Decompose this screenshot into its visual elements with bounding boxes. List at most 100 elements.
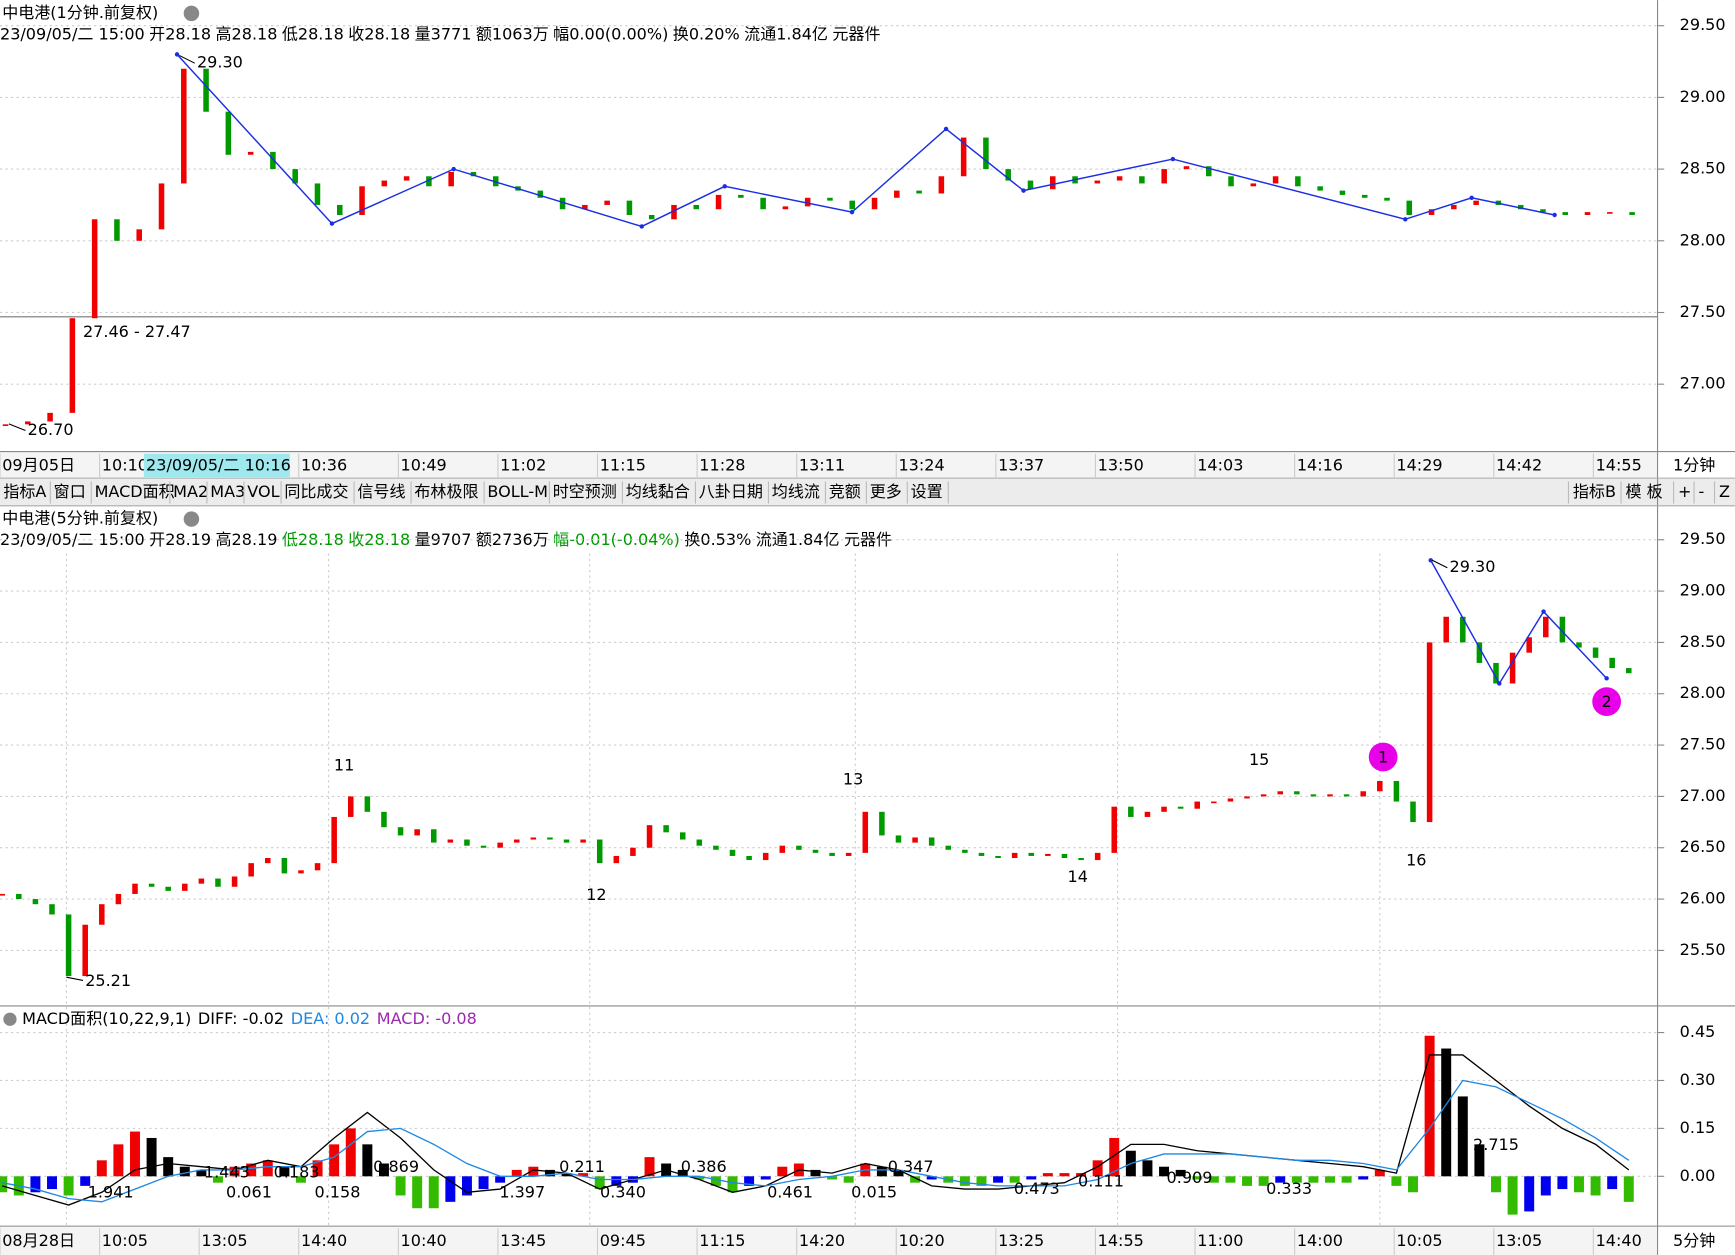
candle xyxy=(630,847,636,856)
toolbar-button[interactable]: 指标A xyxy=(3,482,46,501)
area-label: 1.443 xyxy=(204,1163,250,1182)
dropdown-icon[interactable] xyxy=(3,1012,17,1026)
info-line: 23/09/05/二 15:00 开28.18 高28.18 低28.18 收28.18… xyxy=(0,24,881,43)
candle xyxy=(464,839,470,846)
candle xyxy=(447,839,454,843)
candle xyxy=(198,878,205,884)
x-tick-label: 13:24 xyxy=(898,455,944,474)
toolbar-button[interactable]: - xyxy=(1698,482,1704,501)
toolbar-button[interactable]: 设置 xyxy=(911,482,943,501)
candle xyxy=(1205,166,1212,177)
candle xyxy=(182,883,188,891)
toolbar-button[interactable]: MA2 xyxy=(173,482,208,501)
macd-bar xyxy=(213,1176,223,1183)
candle xyxy=(1027,180,1034,190)
x-tick-label: 13:05 xyxy=(1496,1231,1542,1250)
candle xyxy=(1540,209,1546,213)
toolbar-button[interactable]: BOLL-M xyxy=(487,482,548,501)
y-tick-label: 29.00 xyxy=(1680,87,1726,106)
candle xyxy=(559,197,566,210)
toolbar-button[interactable]: 竞额 xyxy=(829,482,861,501)
y-tick-label: 0.15 xyxy=(1680,1118,1716,1137)
signal-number: 2 xyxy=(1602,692,1612,711)
toolbar-button[interactable]: 均线黏合 xyxy=(626,482,690,501)
toolbar-button[interactable]: 窗口 xyxy=(54,482,86,501)
toolbar-button[interactable]: + xyxy=(1678,482,1691,501)
toolbar-button[interactable]: MA3 xyxy=(210,482,245,501)
candle xyxy=(247,151,254,155)
toolbar-button[interactable]: 更多 xyxy=(870,482,902,501)
toolbar-button[interactable]: 八卦日期 xyxy=(699,482,763,501)
candle xyxy=(580,839,586,843)
candle xyxy=(938,176,945,194)
candle xyxy=(225,111,232,155)
macd-bar xyxy=(378,1163,389,1177)
candle xyxy=(497,842,503,848)
x-tick-label: 14:42 xyxy=(1496,455,1542,474)
macd-bar xyxy=(30,1176,41,1193)
candle xyxy=(181,68,187,184)
candle xyxy=(336,204,343,215)
toolbar-button[interactable]: Z xyxy=(1719,482,1730,501)
candle xyxy=(626,200,633,215)
zigzag-vertex xyxy=(1497,681,1502,686)
dropdown-icon[interactable] xyxy=(183,511,200,527)
x-tick-label: 13:11 xyxy=(799,455,845,474)
candle xyxy=(1526,637,1532,653)
candle xyxy=(1228,176,1234,187)
candle xyxy=(1295,176,1301,187)
macd-bar xyxy=(1258,1176,1269,1186)
candle xyxy=(49,904,55,915)
toolbar-button[interactable]: 同比成交 xyxy=(284,482,348,501)
candle xyxy=(2,424,9,426)
macd-bar xyxy=(0,1176,8,1193)
candle xyxy=(165,886,171,891)
candle xyxy=(804,197,811,207)
toolbar-button[interactable]: 信号线 xyxy=(357,482,405,501)
y-tick-label: 26.50 xyxy=(1680,837,1726,856)
macd-bar xyxy=(428,1176,439,1209)
x-tick-label: 09月05日 xyxy=(2,455,75,474)
toolbar-button[interactable]: 模 板 xyxy=(1625,482,1662,501)
macd-bar xyxy=(910,1176,921,1183)
candle xyxy=(1509,652,1516,684)
zigzag-vertex xyxy=(451,166,456,172)
y-tick-label: 28.50 xyxy=(1680,632,1726,651)
candle xyxy=(1327,794,1333,797)
candle xyxy=(729,849,736,856)
y-tick-label: 27.00 xyxy=(1680,374,1726,393)
toolbar-button[interactable]: VOL xyxy=(247,482,279,501)
candle xyxy=(916,190,922,194)
x-tick-label: 10:05 xyxy=(102,1231,148,1250)
candle xyxy=(1272,176,1279,184)
x-tick-label: 14:40 xyxy=(1596,1231,1642,1250)
toolbar-button[interactable]: 时空预测 xyxy=(553,482,617,501)
toolbar-button[interactable]: 均线流 xyxy=(772,482,820,501)
x-tick-label: 11:28 xyxy=(699,455,745,474)
period-label[interactable]: 5分钟 xyxy=(1673,1231,1715,1250)
candle xyxy=(1277,791,1283,795)
area-label: 0.158 xyxy=(315,1182,361,1201)
candle xyxy=(1384,197,1390,201)
low-label: 26.70 xyxy=(28,420,74,439)
period-label[interactable]: 1分钟 xyxy=(1673,455,1715,474)
high-label: 29.30 xyxy=(197,53,243,72)
x-tick-label: 10:40 xyxy=(401,1231,447,1250)
candle xyxy=(248,863,254,877)
candle xyxy=(1144,811,1151,817)
x-tick-label: 14:00 xyxy=(1297,1231,1343,1250)
area-label: 0.183 xyxy=(274,1163,320,1182)
cursor-time-bg xyxy=(143,453,290,478)
macd-bar xyxy=(843,1176,854,1183)
candle xyxy=(114,219,120,241)
candle xyxy=(270,151,276,170)
toolbar-button[interactable]: 指标B xyxy=(1573,482,1616,501)
candle xyxy=(1094,852,1101,861)
toolbar-button[interactable]: 布林极限 xyxy=(414,482,478,501)
info-item: 开28.18 xyxy=(149,24,211,43)
toolbar-button[interactable]: MACD面积 xyxy=(95,482,175,501)
x-tick-label: 10:36 xyxy=(301,455,347,474)
candle xyxy=(1493,662,1499,684)
dropdown-icon[interactable] xyxy=(183,5,200,22)
candle xyxy=(1161,806,1167,812)
